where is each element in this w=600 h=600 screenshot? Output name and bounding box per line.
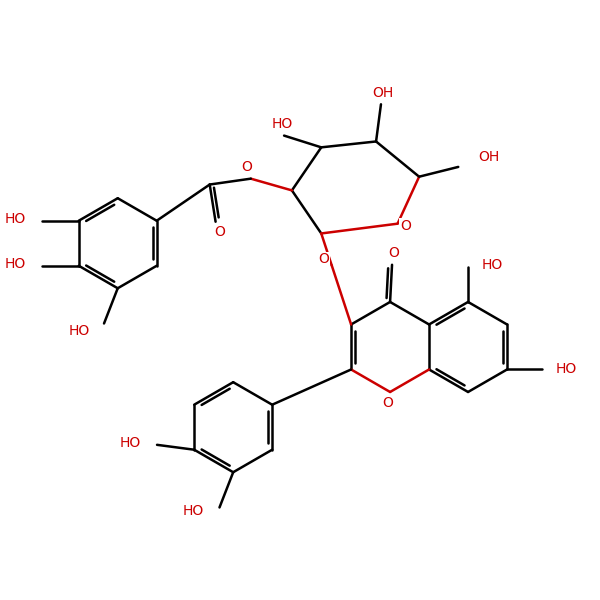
Text: O: O [400, 218, 411, 233]
Text: O: O [319, 253, 329, 266]
Text: HO: HO [556, 362, 577, 376]
Text: O: O [241, 160, 253, 174]
Text: HO: HO [5, 212, 26, 226]
Text: O: O [383, 396, 394, 410]
Text: HO: HO [271, 117, 293, 131]
Text: OH: OH [478, 150, 499, 164]
Text: HO: HO [482, 258, 503, 272]
Text: OH: OH [372, 86, 394, 100]
Text: HO: HO [69, 325, 91, 338]
Text: O: O [214, 224, 225, 239]
Text: O: O [389, 246, 400, 260]
Text: HO: HO [120, 436, 142, 450]
Text: HO: HO [182, 505, 204, 518]
Text: HO: HO [5, 257, 26, 271]
